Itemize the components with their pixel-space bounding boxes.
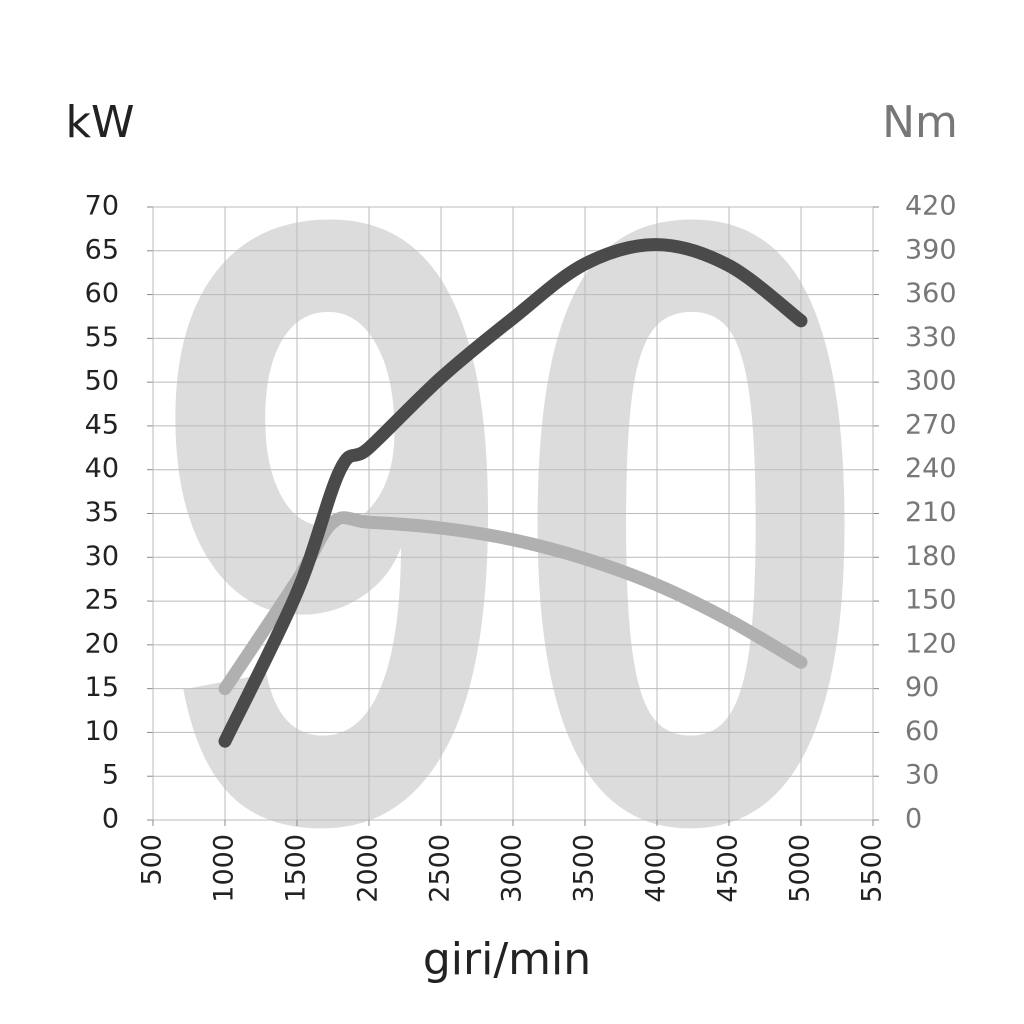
y-tick-label: 0 (102, 804, 119, 835)
y2-tick-label: 0 (905, 804, 922, 835)
y-tick-label: 25 (85, 585, 119, 616)
y2-tick-label: 300 (905, 366, 957, 397)
y-tick-label: 15 (85, 672, 119, 703)
y-tick-label: 5 (102, 760, 119, 791)
x-tick-label: 3500 (569, 834, 600, 903)
y-tick-label: 55 (85, 322, 119, 353)
x-tick-label: 5000 (785, 834, 816, 903)
x-tick-label: 1500 (281, 834, 312, 903)
y2-tick-label: 330 (905, 322, 957, 353)
y2-tick-label: 360 (905, 278, 957, 309)
y-axis-title: kW (66, 97, 135, 148)
y2-tick-label: 30 (905, 760, 939, 791)
y2-tick-label: 60 (905, 716, 939, 747)
x-tick-label: 2000 (353, 834, 384, 903)
y-tick-label: 35 (85, 497, 119, 528)
y2-tick-label: 180 (905, 541, 957, 572)
x-tick-label: 5500 (857, 834, 888, 903)
y-tick-label: 70 (85, 191, 119, 222)
y-tick-label: 30 (85, 541, 119, 572)
x-tick-label: 2500 (425, 834, 456, 903)
y-tick-label: 20 (85, 628, 119, 659)
y-tick-label: 10 (85, 716, 119, 747)
x-tick-label: 3000 (497, 834, 528, 903)
x-tick-label: 1000 (209, 834, 240, 903)
y2-tick-label: 420 (905, 191, 957, 222)
y2-tick-label: 240 (905, 453, 957, 484)
y2-tick-label: 270 (905, 409, 957, 440)
y2-tick-label: 210 (905, 497, 957, 528)
y2-tick-label: 150 (905, 585, 957, 616)
x-tick-label: 4000 (641, 834, 672, 903)
y-tick-label: 60 (85, 278, 119, 309)
y2-tick-label: 390 (905, 234, 957, 265)
x-axis-title: giri/min (423, 934, 591, 985)
y2-tick-label: 120 (905, 628, 957, 659)
y-tick-label: 40 (85, 453, 119, 484)
y2-axis-title: Nm (882, 97, 958, 148)
watermark-layer: 90 (153, 42, 871, 1003)
y-tick-label: 65 (85, 234, 119, 265)
watermark: 90 (153, 42, 871, 1003)
x-tick-label: 4500 (713, 834, 744, 903)
series-line (218, 238, 808, 748)
y2-tick-label: 90 (905, 672, 939, 703)
y-tick-label: 50 (85, 366, 119, 397)
y-tick-label: 45 (85, 409, 119, 440)
x-tick-label: 500 (137, 834, 168, 886)
